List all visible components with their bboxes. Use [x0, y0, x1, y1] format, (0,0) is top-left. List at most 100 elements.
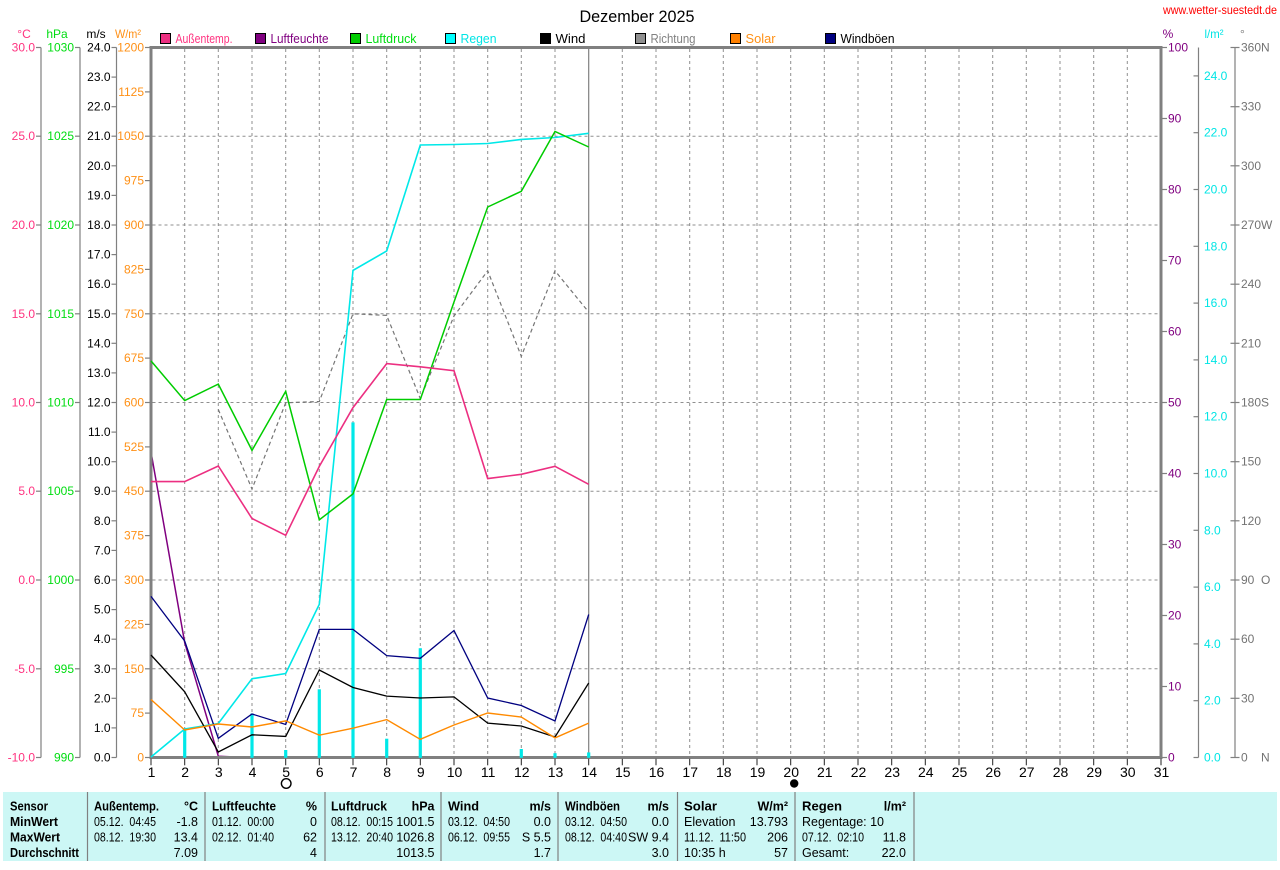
svg-text:12: 12 — [514, 764, 530, 780]
svg-text:1125: 1125 — [118, 85, 144, 99]
svg-text:20: 20 — [783, 764, 799, 780]
svg-text:525: 525 — [124, 440, 144, 454]
svg-text:0.0: 0.0 — [1204, 751, 1221, 765]
svg-text:16: 16 — [649, 764, 665, 780]
svg-text:31: 31 — [1154, 764, 1170, 780]
svg-text:1010: 1010 — [47, 396, 74, 410]
svg-text:10: 10 — [447, 764, 463, 780]
svg-text:03.12. 04:50: 03.12. 04:50 — [448, 815, 510, 829]
svg-text:6.0: 6.0 — [94, 573, 111, 587]
svg-text:Sensor: Sensor — [10, 800, 48, 814]
svg-text:180: 180 — [1241, 396, 1261, 410]
svg-text:2: 2 — [181, 764, 189, 780]
svg-text:16.0: 16.0 — [87, 277, 111, 291]
svg-text:10.0: 10.0 — [12, 396, 36, 410]
svg-text:120: 120 — [1241, 514, 1261, 528]
svg-text:30.0: 30.0 — [12, 41, 36, 55]
svg-text:14.0: 14.0 — [87, 336, 111, 350]
svg-text:Solar: Solar — [684, 800, 717, 814]
svg-text:1025: 1025 — [47, 129, 74, 143]
svg-text:5.0: 5.0 — [94, 603, 111, 617]
svg-text:206: 206 — [767, 831, 788, 845]
svg-text:%: % — [306, 800, 317, 814]
svg-text:11.0: 11.0 — [88, 425, 111, 439]
svg-text:80: 80 — [1168, 183, 1182, 197]
svg-text:100: 100 — [1168, 41, 1188, 55]
svg-text:08.12. 00:15: 08.12. 00:15 — [331, 815, 393, 829]
svg-text:3.0: 3.0 — [652, 846, 669, 860]
svg-text:13: 13 — [548, 764, 564, 780]
svg-text:1: 1 — [148, 764, 156, 780]
svg-text:Luftdruck: Luftdruck — [366, 31, 417, 46]
svg-text:Wind: Wind — [448, 800, 479, 814]
svg-text:Außentemp.: Außentemp. — [94, 800, 159, 814]
svg-text:Richtung: Richtung — [651, 31, 696, 46]
svg-text:0: 0 — [1168, 751, 1175, 765]
svg-text:1026.8: 1026.8 — [396, 831, 434, 845]
svg-text:m/s: m/s — [647, 800, 669, 814]
svg-text:1015: 1015 — [47, 307, 74, 321]
svg-text:30: 30 — [1241, 691, 1255, 705]
svg-text:08.12. 19:30: 08.12. 19:30 — [94, 831, 156, 845]
svg-text:1000: 1000 — [47, 573, 74, 587]
svg-text:15: 15 — [615, 764, 631, 780]
svg-text:75: 75 — [131, 706, 145, 720]
svg-text:Luftdruck: Luftdruck — [331, 800, 387, 814]
svg-text:240: 240 — [1241, 277, 1261, 291]
svg-text:-10.0: -10.0 — [8, 751, 36, 765]
svg-text:20.0: 20.0 — [87, 159, 111, 173]
svg-text:18.0: 18.0 — [87, 218, 111, 232]
svg-text:975: 975 — [124, 174, 144, 188]
svg-text:Solar: Solar — [746, 31, 777, 46]
svg-text:11.8: 11.8 — [883, 831, 906, 845]
svg-text:N: N — [1261, 751, 1270, 765]
svg-text:22.0: 22.0 — [87, 100, 111, 114]
svg-text:22.0: 22.0 — [882, 846, 906, 860]
svg-text:14.0: 14.0 — [1204, 353, 1228, 367]
svg-text:15.0: 15.0 — [12, 307, 36, 321]
svg-text:9.0: 9.0 — [94, 484, 111, 498]
svg-text:62: 62 — [303, 831, 317, 845]
svg-text:°: ° — [1240, 27, 1245, 41]
svg-text:14: 14 — [581, 764, 597, 780]
svg-text:Außentemp.: Außentemp. — [176, 31, 233, 46]
svg-text:70: 70 — [1168, 254, 1182, 268]
svg-text:20.0: 20.0 — [12, 218, 36, 232]
svg-text:29: 29 — [1086, 764, 1102, 780]
svg-text:Wind: Wind — [556, 31, 586, 46]
svg-text:28: 28 — [1053, 764, 1069, 780]
svg-text:1020: 1020 — [47, 218, 74, 232]
svg-text:60: 60 — [1168, 325, 1182, 339]
svg-text:0: 0 — [310, 815, 317, 829]
svg-text:Elevation: Elevation — [684, 815, 735, 829]
svg-text:990: 990 — [54, 751, 74, 765]
svg-text:1200: 1200 — [117, 41, 144, 55]
svg-text:1013.5: 1013.5 — [396, 846, 434, 860]
svg-text:450: 450 — [124, 484, 144, 498]
svg-text:SW 9.4: SW 9.4 — [628, 831, 669, 845]
svg-text:Windböen: Windböen — [565, 800, 620, 814]
svg-text:°C: °C — [184, 800, 198, 814]
svg-text:750: 750 — [124, 307, 144, 321]
svg-text:hPa: hPa — [46, 27, 68, 41]
svg-text:270: 270 — [1241, 218, 1261, 232]
svg-text:19: 19 — [750, 764, 766, 780]
svg-text:01.12. 00:00: 01.12. 00:00 — [212, 815, 274, 829]
svg-text:22.0: 22.0 — [1204, 126, 1228, 140]
svg-text:05.12. 04:45: 05.12. 04:45 — [94, 815, 156, 829]
svg-text:S 5.5: S 5.5 — [522, 831, 551, 845]
svg-text:600: 600 — [124, 396, 144, 410]
svg-text:995: 995 — [54, 662, 74, 676]
svg-text:3: 3 — [215, 764, 223, 780]
svg-text:12.0: 12.0 — [87, 396, 111, 410]
svg-text:900: 900 — [124, 218, 144, 232]
svg-text:W: W — [1261, 218, 1273, 232]
svg-text:2.0: 2.0 — [94, 691, 111, 705]
svg-text:90: 90 — [1168, 112, 1182, 126]
svg-text:7.0: 7.0 — [94, 543, 111, 557]
svg-text:Windböen: Windböen — [841, 31, 895, 46]
svg-text:4: 4 — [310, 846, 317, 860]
svg-text:21: 21 — [817, 764, 833, 780]
svg-text:l/m²: l/m² — [1205, 27, 1224, 41]
svg-text:%: % — [1163, 27, 1174, 41]
